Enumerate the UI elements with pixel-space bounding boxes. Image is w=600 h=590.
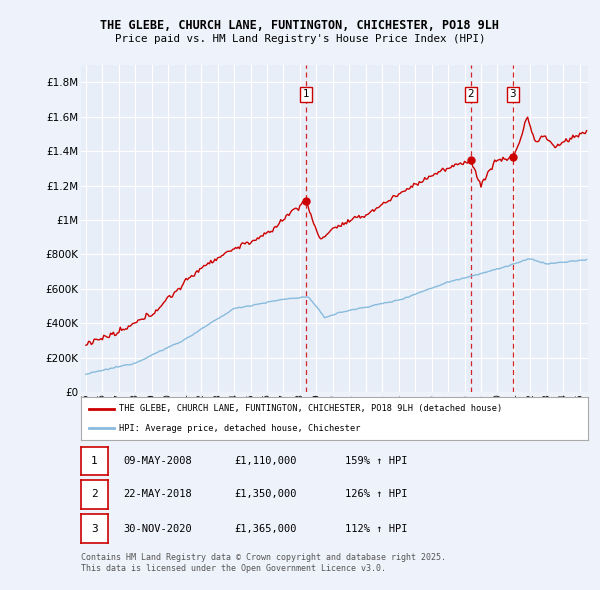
Text: 30-NOV-2020: 30-NOV-2020 — [123, 524, 192, 533]
Text: Contains HM Land Registry data © Crown copyright and database right 2025.
This d: Contains HM Land Registry data © Crown c… — [81, 553, 446, 573]
Text: 3: 3 — [91, 524, 98, 533]
Text: £1,110,000: £1,110,000 — [234, 456, 296, 466]
Text: 2: 2 — [91, 490, 98, 499]
Text: THE GLEBE, CHURCH LANE, FUNTINGTON, CHICHESTER, PO18 9LH: THE GLEBE, CHURCH LANE, FUNTINGTON, CHIC… — [101, 19, 499, 32]
Text: 112% ↑ HPI: 112% ↑ HPI — [345, 524, 407, 533]
Text: 1: 1 — [91, 456, 98, 466]
Text: 22-MAY-2018: 22-MAY-2018 — [123, 490, 192, 499]
Text: HPI: Average price, detached house, Chichester: HPI: Average price, detached house, Chic… — [119, 424, 361, 432]
Text: 09-MAY-2008: 09-MAY-2008 — [123, 456, 192, 466]
Text: Price paid vs. HM Land Registry's House Price Index (HPI): Price paid vs. HM Land Registry's House … — [115, 34, 485, 44]
Text: £1,350,000: £1,350,000 — [234, 490, 296, 499]
Text: 126% ↑ HPI: 126% ↑ HPI — [345, 490, 407, 499]
Text: 3: 3 — [509, 89, 516, 99]
Text: 159% ↑ HPI: 159% ↑ HPI — [345, 456, 407, 466]
Text: 1: 1 — [303, 89, 310, 99]
Text: 2: 2 — [467, 89, 474, 99]
Text: £1,365,000: £1,365,000 — [234, 524, 296, 533]
Text: THE GLEBE, CHURCH LANE, FUNTINGTON, CHICHESTER, PO18 9LH (detached house): THE GLEBE, CHURCH LANE, FUNTINGTON, CHIC… — [119, 404, 502, 413]
